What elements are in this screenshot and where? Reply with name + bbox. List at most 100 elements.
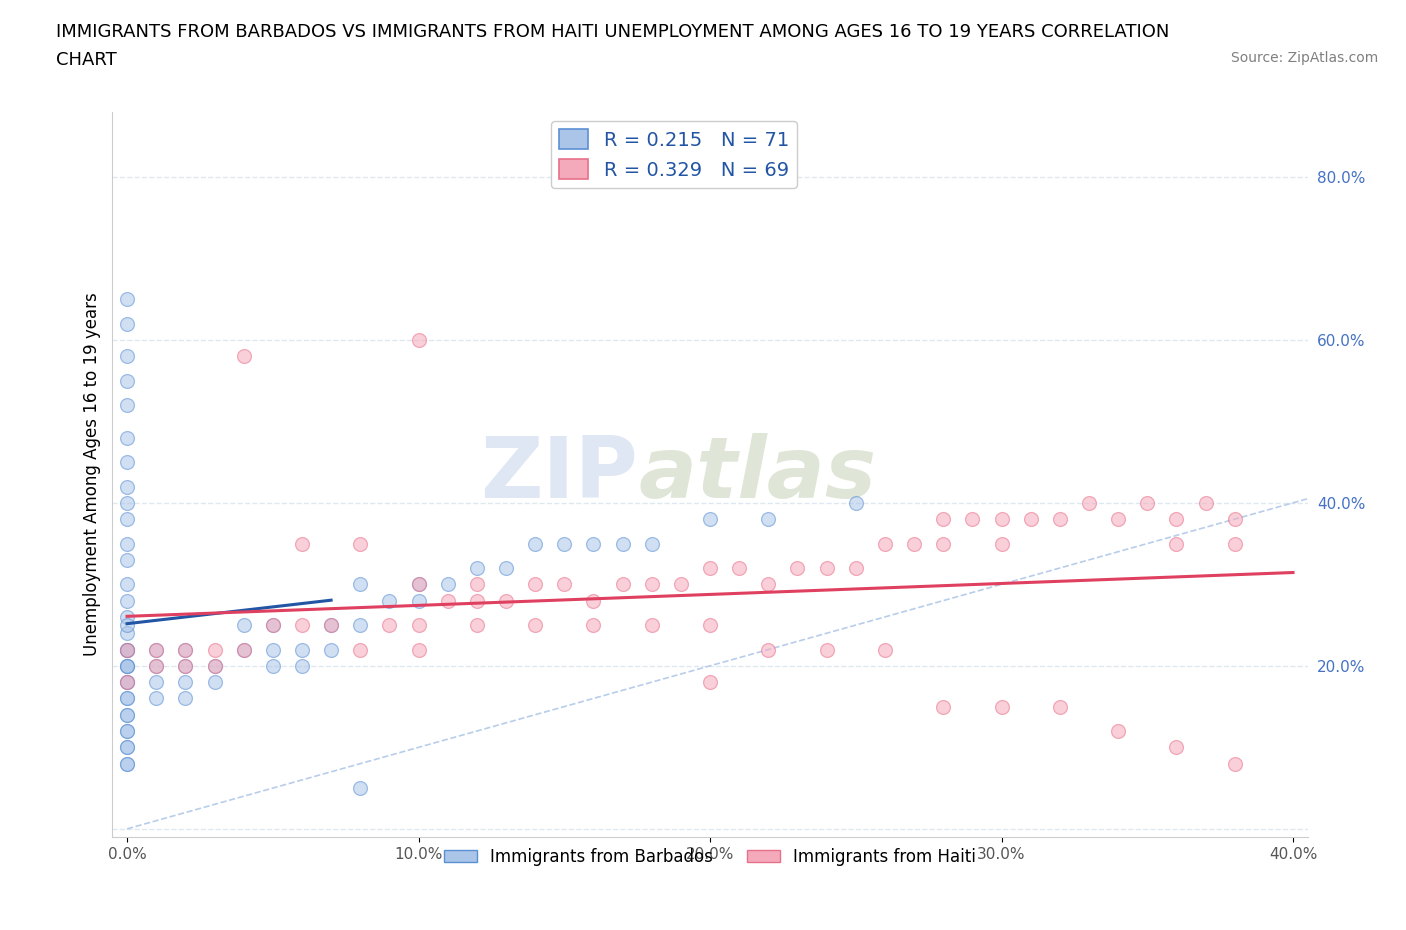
Point [115,479,138,494]
Point [669,577,692,591]
Point [408,577,430,591]
Point [115,536,138,551]
Point [408,618,430,632]
Point [495,561,517,576]
Point [204,642,226,657]
Point [612,577,634,591]
Point [932,536,955,551]
Point [115,674,138,689]
Point [115,455,138,470]
Point [291,536,314,551]
Point [115,658,138,673]
Point [232,642,254,657]
Point [845,561,868,576]
Point [115,398,138,413]
Point [641,618,664,632]
Point [115,373,138,388]
Point [990,536,1012,551]
Point [436,577,458,591]
Point [408,577,430,591]
Point [115,349,138,364]
Point [115,316,138,331]
Point [291,618,314,632]
Point [115,642,138,657]
Point [115,552,138,567]
Text: IMMIGRANTS FROM BARBADOS VS IMMIGRANTS FROM HAITI UNEMPLOYMENT AMONG AGES 16 TO : IMMIGRANTS FROM BARBADOS VS IMMIGRANTS F… [56,23,1170,41]
Point [1166,536,1188,551]
Point [115,618,138,632]
Point [873,536,896,551]
Point [495,593,517,608]
Point [408,642,430,657]
Legend: Immigrants from Barbados, Immigrants from Haiti: Immigrants from Barbados, Immigrants fro… [437,841,983,872]
Point [378,593,401,608]
Point [262,618,284,632]
Point [115,609,138,624]
Point [349,536,371,551]
Point [115,674,138,689]
Point [699,561,721,576]
Point [115,593,138,608]
Point [1107,512,1129,526]
Point [932,699,955,714]
Point [962,512,984,526]
Point [1049,699,1071,714]
Point [115,740,138,755]
Point [699,674,721,689]
Point [582,593,605,608]
Point [262,658,284,673]
Point [291,642,314,657]
Point [115,642,138,657]
Point [115,724,138,738]
Point [582,618,605,632]
Point [349,642,371,657]
Point [115,292,138,307]
Point [786,561,808,576]
Point [378,618,401,632]
Point [115,724,138,738]
Point [641,536,664,551]
Point [932,512,955,526]
Text: CHART: CHART [56,51,117,69]
Point [174,658,197,673]
Point [174,674,197,689]
Point [145,642,167,657]
Point [1136,496,1159,511]
Point [990,512,1012,526]
Point [903,536,925,551]
Point [319,642,342,657]
Point [262,642,284,657]
Point [815,561,838,576]
Point [174,691,197,706]
Point [1019,512,1042,526]
Point [436,593,458,608]
Point [174,658,197,673]
Point [641,577,664,591]
Point [990,699,1012,714]
Point [408,593,430,608]
Point [1107,724,1129,738]
Point [1078,496,1101,511]
Point [465,577,488,591]
Point [349,618,371,632]
Point [115,658,138,673]
Point [115,708,138,723]
Point [115,642,138,657]
Point [232,618,254,632]
Point [115,626,138,641]
Point [1194,496,1216,511]
Point [115,756,138,771]
Point [262,618,284,632]
Point [115,431,138,445]
Y-axis label: Unemployment Among Ages 16 to 19 years: Unemployment Among Ages 16 to 19 years [83,292,101,657]
Point [1223,536,1246,551]
Point [145,691,167,706]
Point [115,577,138,591]
Point [465,618,488,632]
Point [204,674,226,689]
Point [115,708,138,723]
Text: ZIP: ZIP [481,432,638,516]
Text: atlas: atlas [638,432,876,516]
Point [232,642,254,657]
Point [349,577,371,591]
